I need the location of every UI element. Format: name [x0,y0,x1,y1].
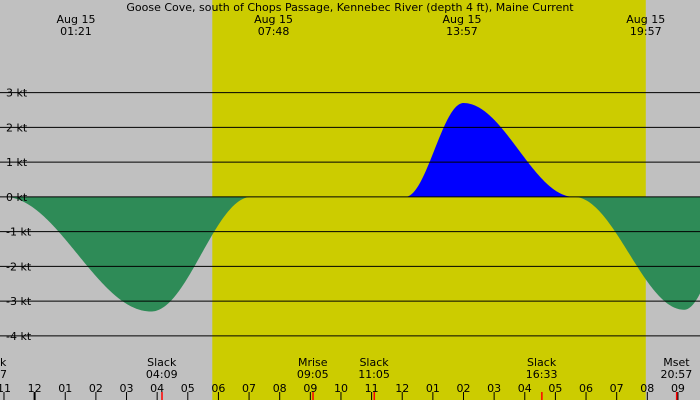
hour-tick [309,392,311,400]
hour-tick-label: 11 [0,382,11,395]
ebb-current-area [0,196,700,312]
hour-tick-label: 01 [426,382,440,395]
hour-tick [432,392,434,400]
hour-tick-label: 05 [181,382,195,395]
y-tick-label: 2 kt [6,121,28,134]
y-tick-label: -3 kt [6,295,32,308]
top-time-label: 07:48 [258,25,290,38]
hour-tick [126,392,128,400]
top-date-label: Aug 15 [626,13,665,26]
hour-axis: 11 12 01 02 03 04 05 06 07 08 09 10 11 12 01 02 03 04 05 06… [0,382,685,400]
y-tick-label: 0 kt [6,191,28,204]
event-name-label: Mrise [298,356,328,369]
hour-tick-label: 04 [150,382,164,395]
hour-tick-label: 12 [395,382,409,395]
top-date-label: Aug 15 [442,13,481,26]
hour-tick [554,392,556,400]
y-tick-label: -1 kt [6,226,32,239]
y-tick-label: 1 kt [6,156,28,169]
hour-tick [677,392,679,400]
hour-tick-label: 06 [211,382,225,395]
top-time-label: 13:57 [446,25,478,38]
hour-tick [646,392,648,400]
event-name-label: Slack [359,356,389,369]
top-date-label: Aug 15 [254,13,293,26]
hour-tick-label: 09 [303,382,317,395]
hour-tick-label: 10 [334,382,348,395]
hour-tick-label: 12 [28,382,42,395]
hour-tick [217,392,219,400]
hour-tick [3,392,5,400]
hour-tick [463,392,465,400]
hour-tick-label: 03 [487,382,501,395]
hour-tick-label: 02 [457,382,471,395]
flood-current-area [0,103,700,197]
hour-tick [248,392,250,400]
event-time-label: 16:33 [526,368,558,381]
hour-tick-label: 08 [273,382,287,395]
hour-tick-label: 02 [89,382,103,395]
event-tick [541,392,543,400]
event-tick [373,392,376,400]
bottom-event-labels: k7Slack04:09Mrise09:05Slack11:05Slack16:… [0,356,692,381]
hour-tick [371,392,373,400]
partial-event-label: k [0,356,7,369]
hour-tick [585,392,587,400]
hour-tick [156,392,158,400]
hour-tick-label: 01 [58,382,72,395]
chart-title: Goose Cove, south of Chops Passage, Kenn… [126,1,574,14]
grid-lines [0,92,700,337]
hour-tick-label: 03 [120,382,134,395]
event-tick [675,392,678,400]
event-name-label: Slack [147,356,177,369]
hour-tick [493,392,495,400]
event-time-label: 11:05 [358,368,390,381]
partial-event-time: 7 [0,368,7,381]
top-time-label: 01:21 [60,25,92,38]
event-time-label: 04:09 [146,368,178,381]
midnight-tick [33,392,36,400]
hour-tick-label: 11 [365,382,379,395]
hour-tick-label: 08 [640,382,654,395]
daylight-band [212,0,646,400]
hour-tick-label: 09 [671,382,685,395]
event-time-label: 09:05 [297,368,329,381]
event-name-label: Slack [527,356,557,369]
y-tick-label: -4 kt [6,330,32,343]
hour-tick [616,392,618,400]
top-date-label: Aug 15 [56,13,95,26]
hour-tick [401,392,403,400]
hour-tick [187,392,189,400]
hour-tick [95,392,97,400]
hour-tick [340,392,342,400]
event-tick [312,392,314,400]
hour-tick [279,392,281,400]
hour-tick-label: 06 [579,382,593,395]
event-tick [161,392,163,400]
y-tick-label: 3 kt [6,87,28,100]
top-time-label: 19:57 [630,25,662,38]
y-axis-labels: 3 kt 2 kt 1 kt 0 kt -1 kt -2 kt -3 kt -4 kt [6,87,32,343]
hour-tick-label: 07 [242,382,256,395]
y-tick-label: -2 kt [6,260,32,273]
hour-tick-label: 04 [518,382,532,395]
hour-tick [64,392,66,400]
hour-tick [524,392,526,400]
current-areas [0,103,700,312]
event-name-label: Mset [663,356,690,369]
hour-tick-label: 05 [548,382,562,395]
event-time-label: 20:57 [661,368,693,381]
hour-tick-label: 07 [610,382,624,395]
